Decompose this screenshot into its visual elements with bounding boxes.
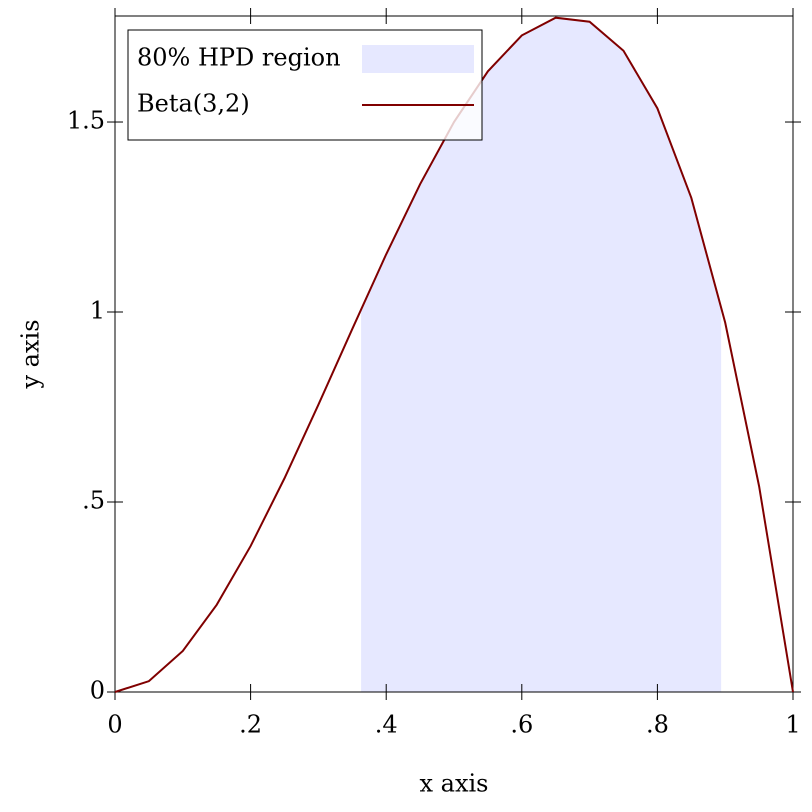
x-tick-label: 0 [107,711,122,739]
x-axis-label: x axis [420,770,489,798]
y-tick-label: .5 [82,487,105,515]
hpd-area [361,17,722,692]
x-tick-label: .8 [646,711,669,739]
y-tick-label: 0 [90,677,105,705]
y-axis-label: y axis [17,319,45,389]
x-tick-label: .6 [510,711,533,739]
legend-swatch [362,45,474,73]
y-tick-label: 1.5 [67,107,105,135]
plot-frame [114,15,794,693]
x-tick-label: .4 [375,711,398,739]
x-tick-label: .2 [239,711,262,739]
y-tick-label: 1 [90,297,105,325]
legend-label: 80% HPD region [137,44,341,72]
legend-label: Beta(3,2) [137,90,250,118]
x-tick-label: 1 [785,711,800,739]
